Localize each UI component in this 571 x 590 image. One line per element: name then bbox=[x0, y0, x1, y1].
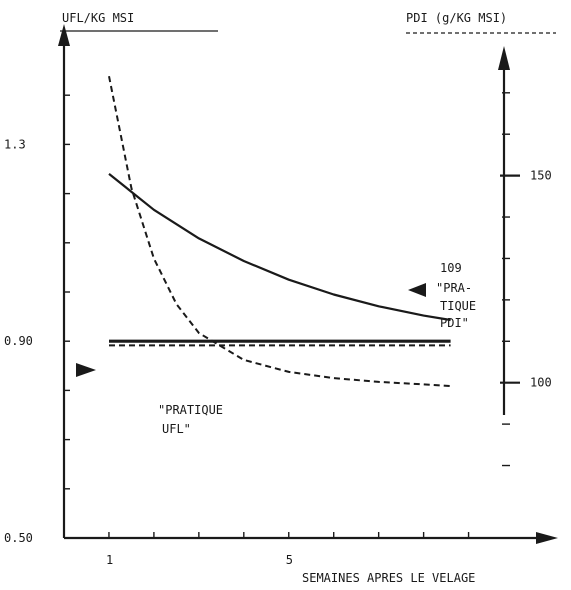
ufl-marker-arrow-icon bbox=[76, 363, 96, 377]
x-tick-label: 1 bbox=[106, 553, 113, 567]
x-axis-title: SEMAINES APRES LE VELAGE bbox=[302, 571, 475, 585]
left-axis-arrow-icon bbox=[58, 24, 70, 46]
ufl-requirement-line bbox=[108, 173, 451, 322]
right-axis-arrow-icon bbox=[498, 46, 510, 70]
left-tick-label: 0.90 bbox=[4, 334, 33, 348]
x-axis-arrow-icon bbox=[536, 532, 558, 544]
pdi-requirement-line bbox=[108, 76, 451, 387]
right-tick-label: 150 bbox=[530, 169, 552, 183]
pdi-practice-line-3: PDI" bbox=[440, 316, 469, 330]
left-axis-title: UFL/KG MSI bbox=[62, 11, 134, 25]
series-layer bbox=[108, 76, 451, 387]
left-tick-label: 1.3 bbox=[4, 137, 26, 151]
pdi-practice-line-1: "PRA- bbox=[436, 281, 472, 295]
right-axis: 150 100 PDI (g/KG MSI) bbox=[406, 11, 556, 467]
ufl-practice-line-1: "PRATIQUE bbox=[158, 403, 223, 417]
right-tick-label: 100 bbox=[530, 376, 552, 390]
ufl-practice-line-2: UFL" bbox=[162, 422, 191, 436]
annotations: 109 "PRA- TIQUE PDI" "PRATIQUE UFL" bbox=[76, 261, 476, 436]
left-axis: 1.3 0.90 0.50 UFL/KG MSI bbox=[4, 11, 218, 545]
left-tick-label: 0.50 bbox=[4, 531, 33, 545]
pdi-practice-line-2: TIQUE bbox=[440, 299, 476, 313]
pdi-marker-arrow-icon bbox=[408, 283, 426, 297]
pdi-marker-value: 109 bbox=[440, 261, 462, 275]
x-tick-label: 5 bbox=[286, 553, 293, 567]
right-axis-title: PDI (g/KG MSI) bbox=[406, 11, 507, 25]
x-axis: 1 5 SEMAINES APRES LE VELAGE bbox=[64, 532, 558, 585]
